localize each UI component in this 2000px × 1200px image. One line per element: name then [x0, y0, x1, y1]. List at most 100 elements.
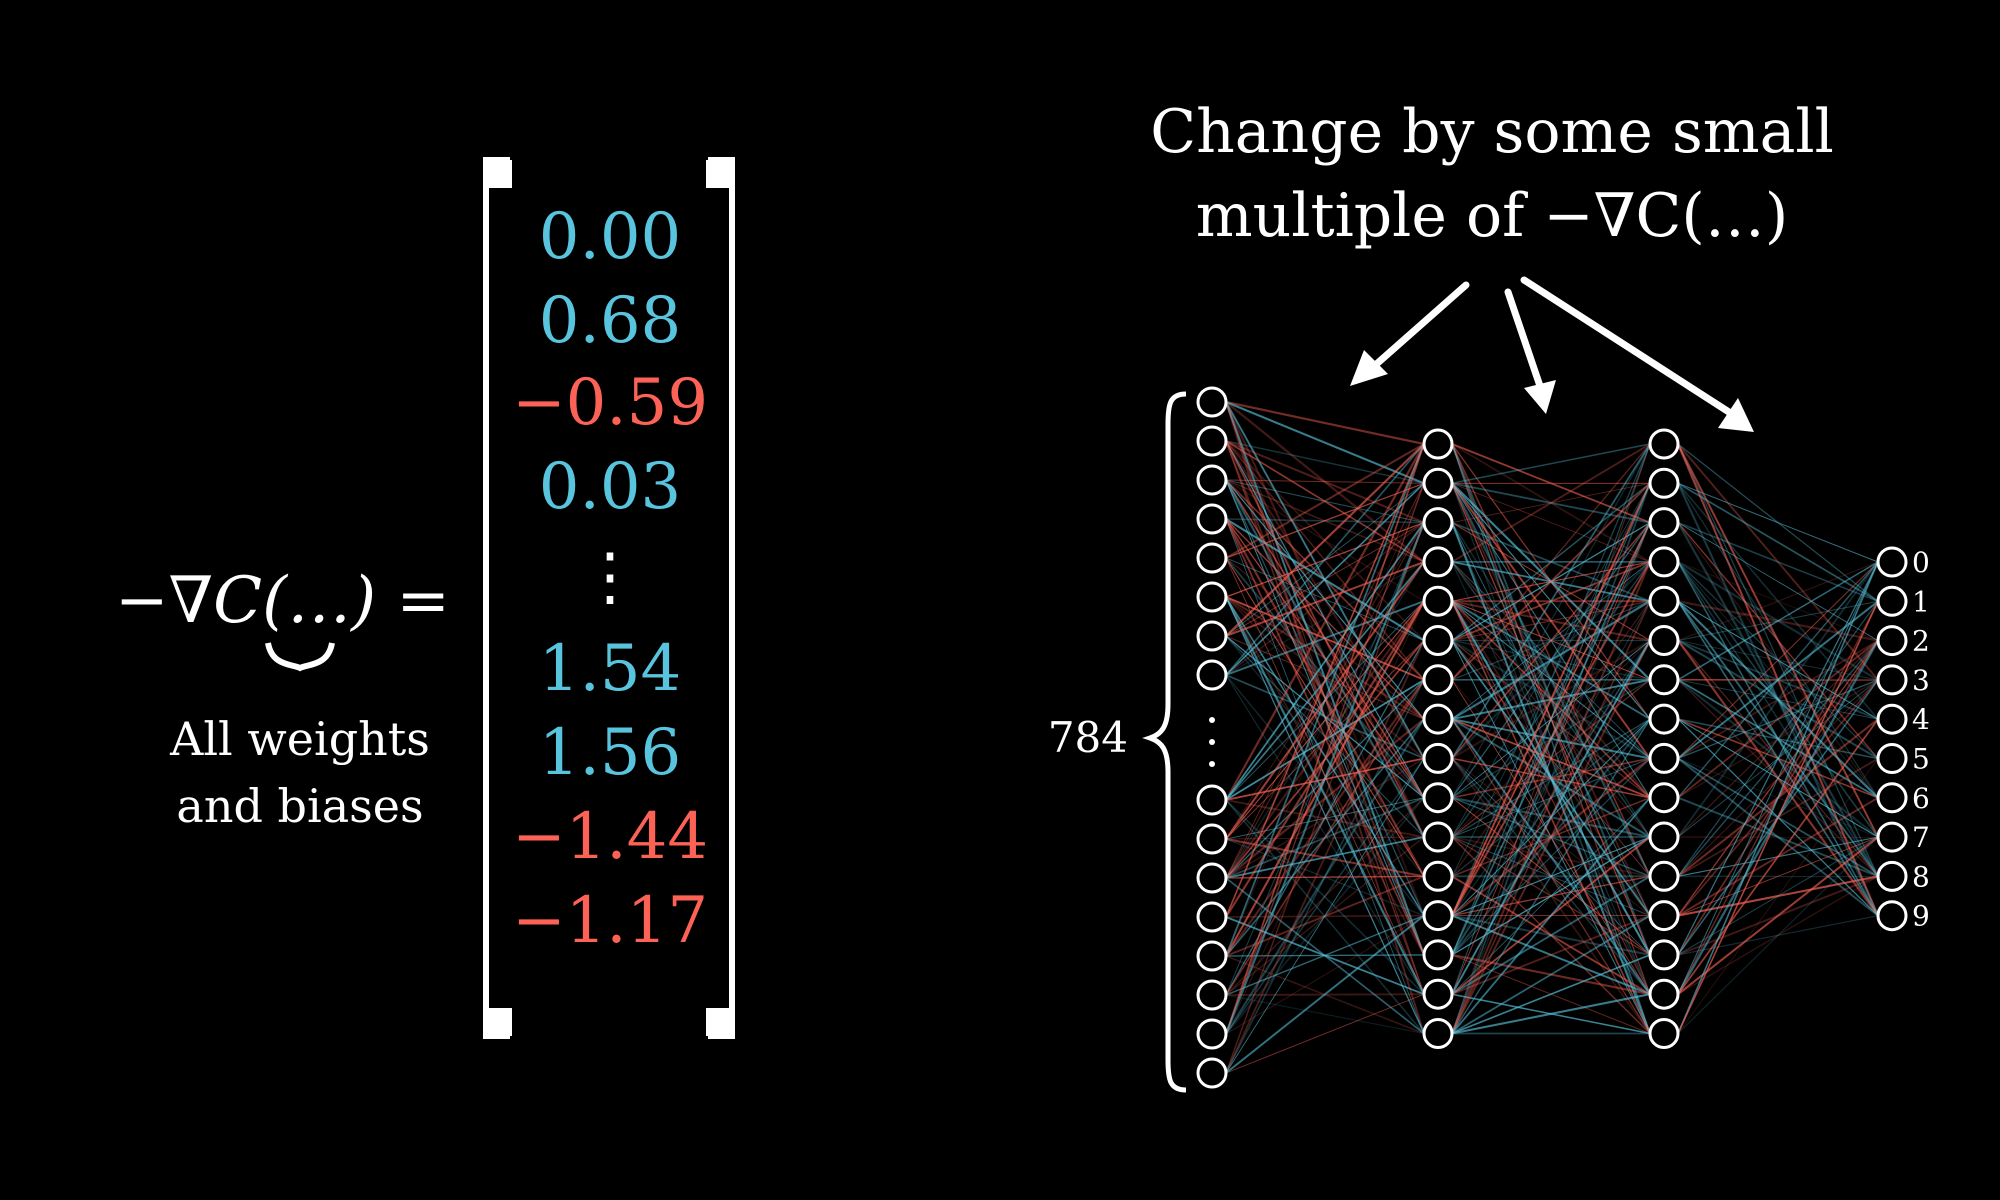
- output-digit-label: 4: [1912, 703, 1930, 736]
- weight-edge: [1451, 483, 1651, 877]
- weight-edge: [1225, 522, 1425, 801]
- neuron: [1196, 386, 1228, 418]
- weight-edge: [1451, 482, 1651, 916]
- weight-edge: [1451, 482, 1651, 642]
- weight-edge: [1451, 443, 1651, 759]
- gradient-equation: −∇C(…) = All weights and biases: [115, 564, 450, 833]
- neuron: [1648, 428, 1680, 460]
- weight-edge: [1677, 561, 1879, 995]
- neuron: [1648, 821, 1680, 853]
- weight-edge: [1451, 522, 1651, 1034]
- neuron: [1876, 821, 1908, 853]
- neuron: [1648, 703, 1680, 735]
- neuron: [1876, 703, 1908, 735]
- neuron: [1196, 425, 1228, 457]
- neuron: [1422, 978, 1454, 1010]
- weight-edge: [1225, 561, 1425, 676]
- vector-entry: ⋮: [578, 540, 642, 614]
- weight-edge: [1677, 679, 1879, 720]
- weight-edge: [1677, 758, 1879, 1034]
- neuron: [1422, 703, 1454, 735]
- weight-edge: [1451, 914, 1651, 1035]
- neuron: [1422, 546, 1454, 578]
- weight-edge: [1677, 600, 1879, 877]
- weight-edge: [1451, 483, 1651, 838]
- weight-edge: [1225, 400, 1425, 446]
- weight-edge: [1677, 561, 1879, 759]
- weight-edge: [1451, 601, 1651, 956]
- weight-edge: [1677, 561, 1879, 956]
- input-ellipsis-dot: [1209, 717, 1215, 723]
- weight-edge: [1451, 482, 1651, 524]
- output-digit-label: 1: [1912, 585, 1930, 618]
- weight-edge: [1677, 836, 1879, 1034]
- weight-edge: [1225, 758, 1425, 1074]
- weight-edge: [1451, 914, 1651, 956]
- weight-edge: [1225, 518, 1425, 799]
- weight-edge: [1451, 600, 1651, 642]
- neuron: [1422, 821, 1454, 853]
- neuron: [1648, 939, 1680, 971]
- weight-edge: [1225, 875, 1425, 879]
- network-connections: [1225, 400, 1879, 1074]
- weight-edge: [1225, 600, 1425, 840]
- weight-edge: [1225, 679, 1425, 996]
- arrow-2-shaft: [1504, 288, 1544, 390]
- weight-edge: [1225, 914, 1425, 1074]
- input-curly-brace: [1142, 391, 1187, 1093]
- weight-edge: [1677, 521, 1879, 603]
- weight-edge: [1225, 679, 1425, 1074]
- weight-edge: [1451, 522, 1651, 995]
- weight-edge: [1451, 954, 1651, 1035]
- weight-edge: [1451, 875, 1651, 995]
- neuron: [1648, 625, 1680, 656]
- neuron: [1422, 782, 1454, 814]
- underbrace: [265, 642, 335, 672]
- neuron: [1876, 900, 1908, 932]
- neuron: [1876, 860, 1908, 892]
- weight-edge: [1677, 561, 1879, 877]
- neuron: [1876, 743, 1908, 774]
- weight-edge: [1677, 836, 1879, 916]
- weight-edge: [1451, 482, 1651, 524]
- neuron: [1648, 860, 1680, 892]
- weight-edge: [1225, 600, 1425, 1035]
- weight-edge: [1225, 994, 1425, 1035]
- weight-edge: [1225, 915, 1425, 1035]
- weight-edge: [1451, 718, 1651, 838]
- weight-edge: [1451, 443, 1651, 916]
- neuron: [1648, 664, 1680, 696]
- vector-brackets: [483, 157, 735, 1039]
- weight-edge: [1225, 522, 1425, 996]
- weight-edge: [1225, 443, 1425, 918]
- vector-entry: 0.68: [539, 284, 682, 358]
- neuron: [1196, 979, 1228, 1011]
- weight-edge: [1451, 757, 1651, 838]
- weight-edge: [1225, 635, 1425, 877]
- weight-edge: [1677, 561, 1879, 642]
- weight-edge: [1225, 482, 1425, 676]
- neuron: [1422, 664, 1454, 696]
- weight-edge: [1225, 718, 1425, 879]
- weight-edge: [1225, 443, 1425, 676]
- neuron: [1648, 978, 1680, 1010]
- weight-edge: [1451, 522, 1651, 759]
- output-digit-label: 5: [1912, 743, 1930, 776]
- weight-edge: [1451, 640, 1651, 956]
- annotation: Change by some small multiple of −∇C(…): [1150, 97, 1834, 251]
- arrows: [1350, 276, 1754, 432]
- neuron: [1648, 585, 1680, 617]
- weight-edge: [1451, 443, 1651, 1034]
- weight-edge: [1451, 443, 1651, 563]
- weight-edge: [1451, 522, 1651, 956]
- weight-edge: [1451, 443, 1651, 485]
- left-bracket-top-cap: [486, 160, 512, 188]
- weight-edge: [1677, 522, 1879, 641]
- neuron: [1422, 625, 1454, 656]
- weight-edge: [1677, 443, 1879, 838]
- neuron: [1648, 742, 1680, 774]
- weight-edge: [1225, 522, 1425, 676]
- weight-edge: [1451, 482, 1651, 681]
